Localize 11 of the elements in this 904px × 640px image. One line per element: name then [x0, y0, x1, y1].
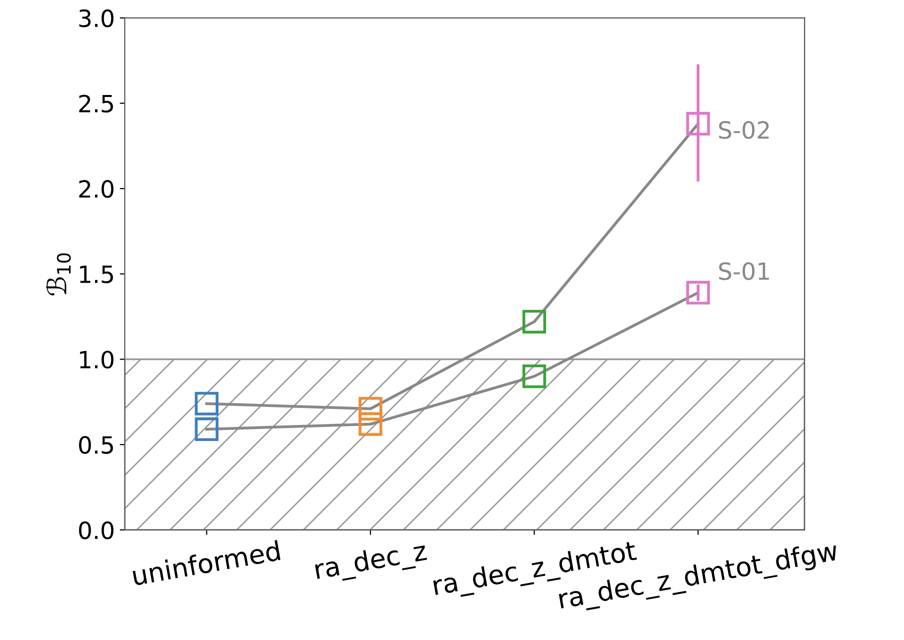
y-tick-label: 0.0 — [79, 521, 114, 540]
y-tick-label: 1.0 — [80, 350, 114, 369]
y-tick-label: 2.5 — [79, 94, 113, 113]
y-axis-title: ℬ$_{10}$ — [46, 253, 71, 296]
y-tick-label: 0.5 — [79, 436, 113, 454]
series-label: S-02 — [719, 121, 769, 139]
y-tick-label: 3.0 — [79, 9, 114, 28]
y-tick-label: 1.5 — [80, 266, 113, 284]
x-tick-label: ra_dec_z — [314, 540, 428, 586]
y-tick-label: 2.0 — [79, 180, 114, 198]
series-label: S-01 — [719, 262, 769, 280]
